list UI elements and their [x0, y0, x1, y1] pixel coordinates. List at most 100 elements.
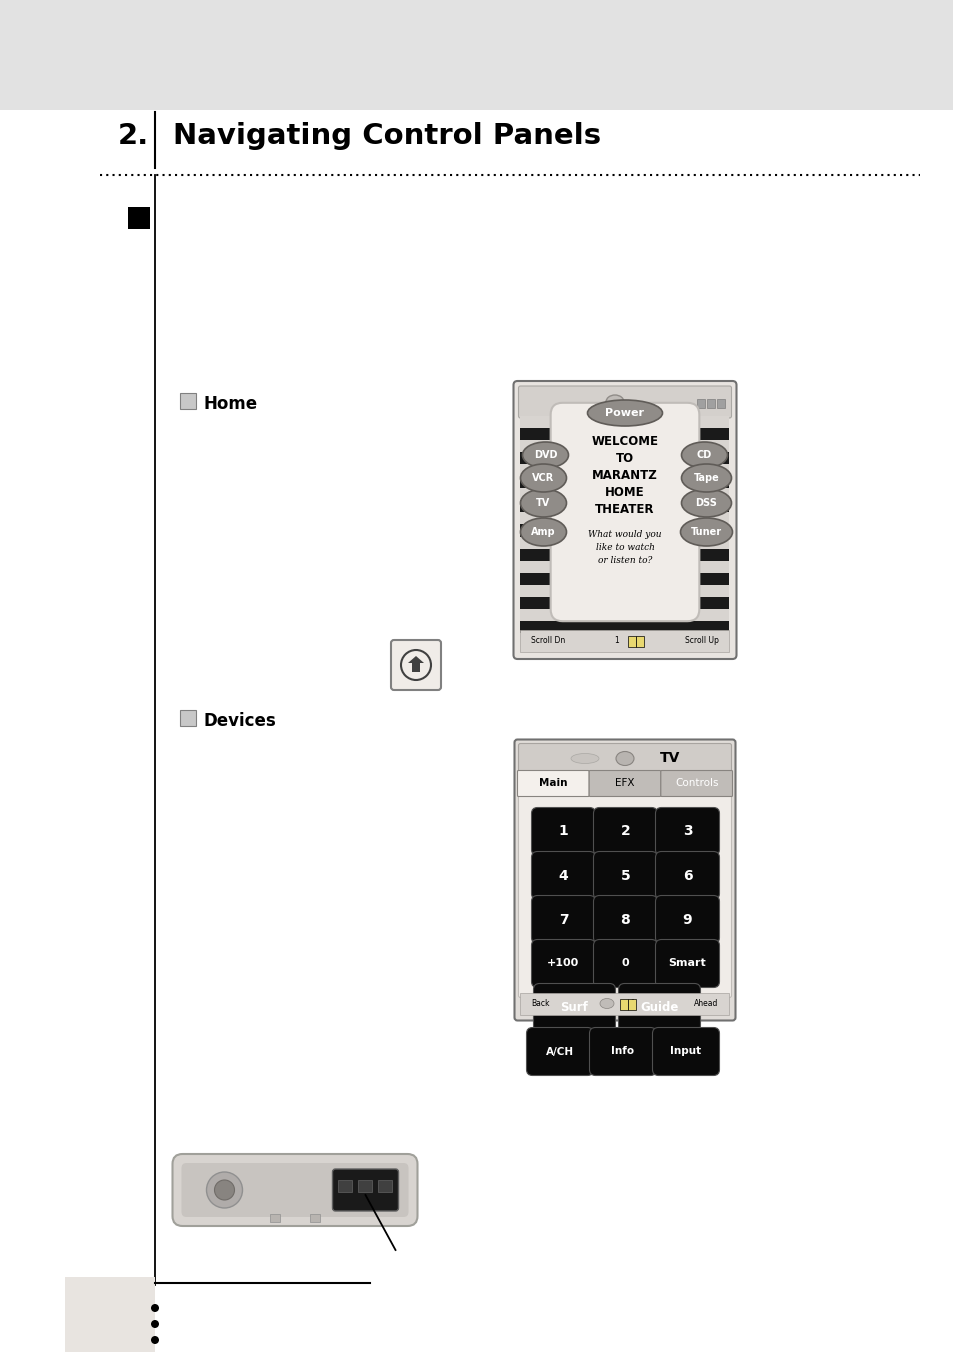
Text: Surf: Surf — [560, 1000, 588, 1014]
FancyBboxPatch shape — [655, 807, 719, 856]
FancyBboxPatch shape — [517, 771, 589, 796]
Bar — [520, 621, 729, 633]
FancyBboxPatch shape — [391, 639, 440, 690]
Text: A/CH: A/CH — [545, 1046, 574, 1056]
FancyBboxPatch shape — [589, 1028, 656, 1075]
Bar — [310, 1214, 319, 1222]
Text: like to watch: like to watch — [595, 544, 654, 552]
FancyBboxPatch shape — [172, 1155, 417, 1226]
FancyBboxPatch shape — [660, 771, 732, 796]
Bar — [180, 393, 195, 410]
Circle shape — [206, 1172, 242, 1207]
Text: WELCOME: WELCOME — [591, 435, 658, 448]
Bar — [338, 1180, 352, 1192]
Text: 8: 8 — [620, 913, 630, 926]
Text: Navigating Control Panels: Navigating Control Panels — [172, 122, 600, 150]
Ellipse shape — [679, 518, 732, 546]
Text: Tuner: Tuner — [690, 527, 721, 537]
FancyBboxPatch shape — [513, 381, 736, 658]
FancyBboxPatch shape — [593, 940, 657, 987]
Bar — [520, 608, 729, 621]
FancyBboxPatch shape — [518, 387, 731, 418]
Bar — [520, 537, 729, 549]
Text: 1: 1 — [614, 637, 618, 645]
Ellipse shape — [680, 489, 731, 516]
Text: 6: 6 — [682, 868, 692, 883]
Text: THEATER: THEATER — [595, 503, 654, 516]
Bar — [520, 992, 729, 1014]
FancyBboxPatch shape — [655, 852, 719, 899]
Bar — [520, 488, 729, 500]
Text: EFX: EFX — [615, 779, 634, 788]
Bar — [520, 630, 729, 652]
Ellipse shape — [680, 442, 727, 468]
Bar — [0, 0, 953, 110]
Text: 9: 9 — [682, 913, 692, 926]
FancyBboxPatch shape — [531, 895, 595, 944]
Bar — [520, 596, 729, 608]
FancyBboxPatch shape — [618, 983, 700, 1032]
Bar — [520, 476, 729, 488]
Circle shape — [151, 1336, 159, 1344]
FancyBboxPatch shape — [531, 940, 595, 987]
Text: DVD: DVD — [533, 450, 557, 460]
FancyBboxPatch shape — [514, 740, 735, 1021]
Text: Back: Back — [531, 999, 550, 1009]
Bar — [520, 464, 729, 476]
Bar — [520, 561, 729, 573]
Bar — [520, 585, 729, 596]
FancyBboxPatch shape — [518, 744, 731, 773]
FancyBboxPatch shape — [652, 1028, 719, 1075]
FancyBboxPatch shape — [589, 771, 660, 796]
Text: Scroll Up: Scroll Up — [684, 637, 718, 645]
Text: Home: Home — [204, 395, 258, 412]
Text: 2.: 2. — [118, 122, 149, 150]
Bar — [707, 399, 715, 408]
FancyBboxPatch shape — [655, 940, 719, 987]
Bar — [697, 399, 705, 408]
Bar — [520, 512, 729, 525]
Text: TV: TV — [659, 752, 679, 765]
Bar — [619, 999, 627, 1010]
Text: 2: 2 — [620, 825, 630, 838]
Bar — [520, 452, 729, 464]
Bar — [358, 1180, 372, 1192]
Text: 1: 1 — [558, 825, 568, 838]
Circle shape — [151, 1320, 159, 1328]
Text: Smart: Smart — [668, 959, 705, 968]
Text: Ahead: Ahead — [694, 999, 718, 1009]
Text: Info: Info — [611, 1046, 634, 1056]
Text: DSS: DSS — [695, 498, 717, 508]
Bar — [520, 525, 729, 537]
Text: VCR: VCR — [532, 473, 554, 483]
Ellipse shape — [605, 395, 623, 410]
Text: 1: 1 — [630, 999, 635, 1009]
Text: MARANTZ: MARANTZ — [592, 469, 658, 481]
Bar — [520, 441, 729, 452]
Text: or listen to?: or listen to? — [598, 556, 652, 565]
Bar — [627, 999, 636, 1010]
Ellipse shape — [520, 464, 566, 492]
Ellipse shape — [680, 464, 731, 492]
FancyBboxPatch shape — [531, 852, 595, 899]
Text: Scroll Dn: Scroll Dn — [531, 637, 565, 645]
Bar — [520, 549, 729, 561]
Bar — [128, 207, 150, 228]
Bar — [520, 416, 729, 429]
Text: 5: 5 — [620, 868, 630, 883]
Bar — [65, 1278, 154, 1352]
Circle shape — [151, 1303, 159, 1311]
Text: Input: Input — [670, 1046, 700, 1056]
Text: Power: Power — [605, 408, 644, 418]
Polygon shape — [408, 656, 423, 662]
FancyBboxPatch shape — [593, 852, 657, 899]
Text: What would you: What would you — [588, 530, 661, 539]
Text: CD: CD — [696, 450, 711, 460]
Bar — [627, 635, 636, 648]
Text: Controls: Controls — [674, 779, 718, 788]
FancyBboxPatch shape — [655, 895, 719, 944]
Circle shape — [214, 1180, 234, 1201]
Bar — [520, 573, 729, 585]
Text: +100: +100 — [547, 959, 579, 968]
Ellipse shape — [520, 518, 566, 546]
